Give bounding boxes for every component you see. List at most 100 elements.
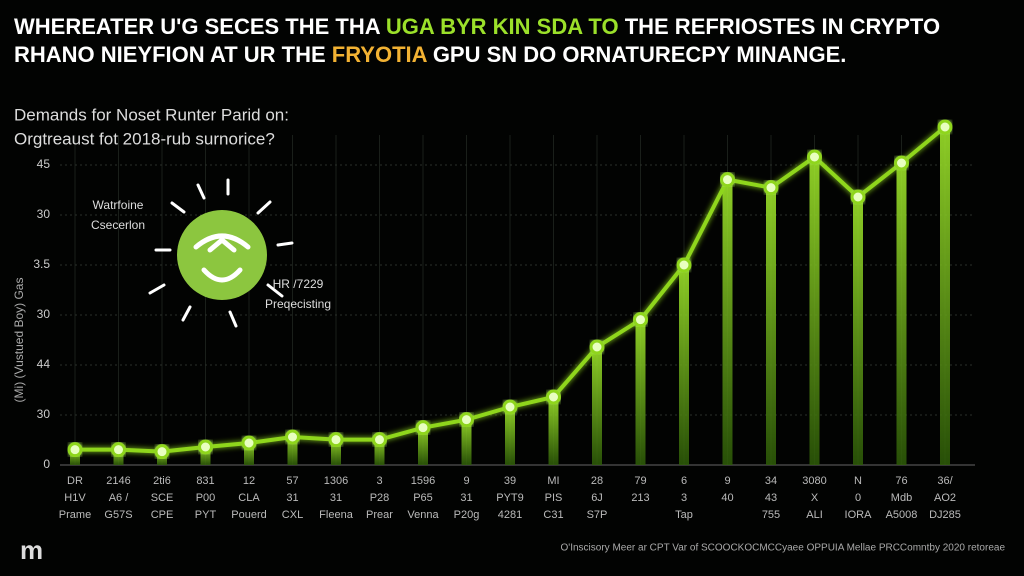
point	[676, 257, 692, 273]
point	[285, 429, 300, 445]
x-tick-label: 2146	[106, 475, 130, 487]
x-tick-label: MI	[547, 475, 559, 487]
x-tick-label: 31	[460, 492, 472, 504]
subtitle: Orgtreaust fot 2018-rub surnorice?	[14, 129, 275, 148]
headline-segment: WHEREATER U'G SECES THE THA	[14, 14, 386, 39]
y-tick-label: 0	[43, 457, 50, 471]
x-tick-label: DJ285	[929, 509, 961, 521]
x-tick-label: P00	[196, 492, 216, 504]
point	[328, 432, 344, 448]
x-tick-label: 3080	[802, 475, 826, 487]
point	[111, 442, 126, 458]
y-tick-label: 45	[37, 157, 51, 171]
x-tick-label: G57S	[104, 509, 132, 521]
annotation: HR /7229	[273, 277, 324, 291]
x-tick-label: 36/	[937, 475, 953, 487]
headline: RHANO NIEYFION AT UR THE FRYOTIA GPU SN …	[14, 42, 846, 67]
x-tick-label: 12	[243, 475, 255, 487]
y-tick-label: 3.5	[33, 257, 50, 271]
x-tick-label: 39	[504, 475, 516, 487]
x-tick-label: Prame	[59, 509, 91, 521]
subtitle: Demands for Noset Runter Parid on:	[14, 105, 289, 124]
bar	[244, 443, 254, 465]
x-tick-label: P20g	[454, 509, 480, 521]
y-axis-label: (Mi) (Vustued Boy) Gas	[12, 278, 26, 403]
annotation: Csecerlon	[91, 218, 145, 232]
x-tick-label: 28	[591, 475, 603, 487]
headline-segment: GPU SN DO ORNATURECPY MINANGE.	[427, 42, 847, 67]
y-tick-label: 30	[37, 307, 51, 321]
point	[720, 172, 735, 188]
bar	[418, 427, 428, 465]
x-tick-label: Venna	[407, 509, 439, 521]
x-tick-label: Fleena	[319, 509, 354, 521]
point	[198, 439, 213, 455]
bar	[722, 179, 733, 465]
point	[589, 339, 605, 355]
headline: WHEREATER U'G SECES THE THA UGA BYR KIN …	[14, 14, 940, 39]
x-tick-label: 31	[286, 492, 298, 504]
x-tick-label: 1306	[324, 475, 348, 487]
x-tick-label: CPE	[151, 509, 174, 521]
x-tick-label: IORA	[845, 509, 873, 521]
point	[763, 180, 779, 196]
point	[502, 399, 518, 415]
x-tick-label: 40	[721, 492, 733, 504]
x-tick-label: Prear	[366, 509, 393, 521]
bar	[809, 157, 820, 465]
bar	[592, 347, 602, 465]
bar	[287, 437, 298, 465]
footer: O'Inscisory Meer ar CPT Var of SCOOCKOCM…	[561, 543, 1006, 554]
x-tick-label: 57	[286, 475, 298, 487]
bar	[70, 449, 80, 465]
headline-segment: RHANO NIEYFION AT UR THE	[14, 42, 332, 67]
x-tick-label: P28	[370, 492, 390, 504]
x-tick-label: A5008	[886, 509, 918, 521]
point	[546, 389, 561, 405]
x-tick-label: X	[811, 492, 819, 504]
headline-segment: UGA BYR KIN SDA TO	[386, 14, 619, 39]
x-tick-label: 4281	[498, 509, 522, 521]
bar	[940, 127, 950, 465]
x-tick-label: 76	[895, 475, 907, 487]
bar	[200, 447, 211, 465]
x-tick-label: PYT	[195, 509, 217, 521]
x-tick-label: Mdb	[891, 492, 912, 504]
x-tick-label: CXL	[282, 509, 303, 521]
x-tick-label: N	[854, 475, 862, 487]
x-tick-label: C31	[543, 509, 563, 521]
point	[850, 189, 866, 205]
point	[937, 119, 953, 135]
x-tick-label: 9	[463, 475, 469, 487]
x-tick-label: 6	[681, 475, 687, 487]
x-tick-label: 0	[855, 492, 861, 504]
headline-segment: FRYOTIA	[332, 42, 428, 67]
x-tick-label: P65	[413, 492, 433, 504]
x-tick-label: H1V	[64, 492, 86, 504]
x-tick-label: 34	[765, 475, 777, 487]
x-tick-label: 9	[724, 475, 730, 487]
x-tick-label: 755	[762, 509, 780, 521]
point	[241, 435, 257, 451]
point	[633, 312, 648, 328]
bar	[853, 197, 863, 465]
bar	[374, 439, 385, 465]
headline-segment: THE REFRIOSTES IN CRYPTO	[619, 14, 940, 39]
x-tick-label: PYT9	[496, 492, 524, 504]
bar	[331, 439, 341, 465]
y-tick-label: 30	[37, 207, 51, 221]
point	[459, 412, 474, 428]
x-tick-label: CLA	[238, 492, 260, 504]
x-tick-label: 831	[196, 475, 214, 487]
bar	[505, 407, 515, 465]
bar	[113, 449, 124, 465]
bar	[679, 265, 689, 465]
bar	[548, 397, 559, 465]
x-tick-label: S7P	[587, 509, 608, 521]
point	[894, 155, 909, 171]
x-tick-label: Tap	[675, 509, 693, 521]
x-tick-label: A6 /	[109, 492, 130, 504]
